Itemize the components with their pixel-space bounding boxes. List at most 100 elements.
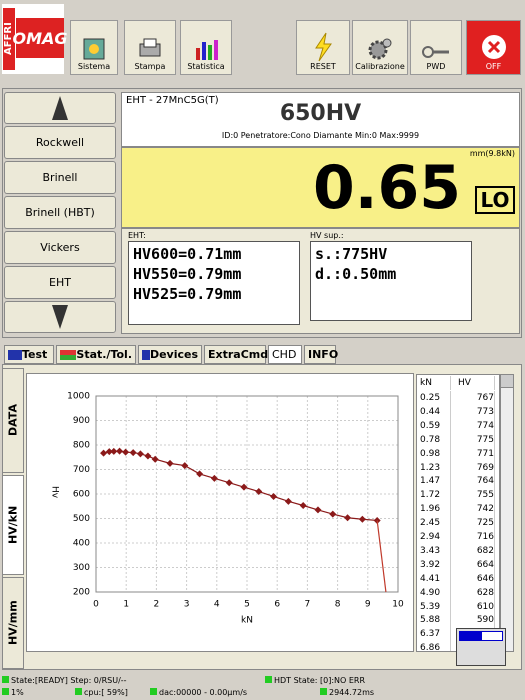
data-point xyxy=(122,448,130,456)
table-cell: 755 xyxy=(455,488,495,503)
table-cell: 682 xyxy=(455,543,495,558)
table-cell: 2.45 xyxy=(417,516,451,531)
data-point xyxy=(116,447,124,455)
status-text: dac:00000 - 0.00µm/s xyxy=(159,688,248,697)
header-panel: EHT - 27MnC5G(T) 650HV ID:0 Penetratore:… xyxy=(121,92,520,147)
table-cell: 3.43 xyxy=(417,543,451,558)
table-cell: 1.72 xyxy=(417,488,451,503)
series-line xyxy=(376,520,387,593)
table-cell: 1.47 xyxy=(417,474,451,489)
x-tick-label: 2 xyxy=(154,600,160,610)
table-cell: 6.37 xyxy=(417,627,451,642)
data-point xyxy=(100,449,108,457)
nav-button[interactable]: Rockwell xyxy=(4,126,116,159)
icon xyxy=(60,349,77,360)
down-button[interactable] xyxy=(4,301,116,333)
unit: mm(9.8kN) xyxy=(469,149,515,158)
y-tick-label: 200 xyxy=(73,588,90,598)
reset-button[interactable]: RESET xyxy=(296,20,350,75)
chart: 200 300 400 500 600 700 800 900 1000 0 1 2 3 4 5 6 7 8 9 10… xyxy=(26,373,414,652)
data-point xyxy=(210,474,218,482)
tab[interactable]: Stat./Tol. xyxy=(56,345,136,364)
table-cell: 646 xyxy=(455,571,495,586)
x-tick-label: 3 xyxy=(184,600,190,610)
icon xyxy=(52,96,68,120)
hardness: 650HV xyxy=(279,101,362,126)
x-tick-label: 4 xyxy=(214,600,220,610)
table-cell: 742 xyxy=(455,502,495,517)
table-cell: 4.90 xyxy=(417,585,451,600)
status-bar: State:[READY] Step: 0/RSU/-- HDT State: … xyxy=(0,674,525,700)
nav-button[interactable]: Vickers xyxy=(4,231,116,264)
flag: LO xyxy=(475,186,515,214)
table-cell: 2.94 xyxy=(417,530,451,544)
calibrazione-button[interactable]: Calibrazione xyxy=(352,20,408,75)
button-label: OFF xyxy=(485,62,502,71)
up-button[interactable] xyxy=(4,92,116,124)
reading: 0.65 xyxy=(312,153,461,223)
icon xyxy=(52,305,68,329)
tab-label: Test xyxy=(22,348,48,361)
icon xyxy=(422,46,449,58)
off-button[interactable]: OFF xyxy=(466,20,521,75)
eht-label: EHT: xyxy=(128,231,146,240)
x-tick-label: 5 xyxy=(244,600,250,610)
table-cell: 1.96 xyxy=(417,502,451,517)
table-cell: 725 xyxy=(455,516,495,531)
side-tab-active[interactable]: HV/kN xyxy=(2,475,24,575)
nav-button[interactable]: Brinell (HBT) xyxy=(4,196,116,229)
nav-button[interactable]: EHT xyxy=(4,266,116,299)
nav-button[interactable]: Brinell xyxy=(4,161,116,194)
scroll-up[interactable] xyxy=(501,375,513,388)
status-text: 1% xyxy=(11,688,24,697)
table-cell: 773 xyxy=(455,404,495,419)
table-cell: 590 xyxy=(455,613,495,628)
sistema-button[interactable]: Sistema xyxy=(70,20,118,75)
icon xyxy=(142,349,150,360)
data-point xyxy=(358,515,366,523)
tab-active[interactable]: CHD xyxy=(268,345,302,364)
data-point xyxy=(196,470,204,478)
x-tick-label: 6 xyxy=(274,600,280,610)
icon xyxy=(83,38,105,60)
statistica-button[interactable]: Statistica xyxy=(180,20,232,75)
table-cell: 5.39 xyxy=(417,599,451,614)
pwd-button[interactable]: PWD xyxy=(410,20,462,75)
data-point xyxy=(225,479,233,487)
y-tick-label: 1000 xyxy=(67,392,90,402)
tab[interactable]: ExtraCmd xyxy=(204,345,268,364)
status-text: cpu:[ 59%] xyxy=(84,688,128,697)
tab[interactable]: Devices xyxy=(138,345,202,364)
y-tick-label: 400 xyxy=(73,539,90,549)
table-cell: 1.23 xyxy=(417,460,451,475)
data-point xyxy=(151,455,159,463)
tab[interactable]: Test xyxy=(4,345,54,364)
table-cell: 0.44 xyxy=(417,404,451,419)
eht-line: HV600=0.71mm xyxy=(133,245,242,263)
table-cell: 767 xyxy=(455,391,495,405)
status-time: 2944.72ms xyxy=(320,688,374,697)
y-tick-label: 700 xyxy=(73,465,90,475)
data-table: kN HV 0.25 767 0.44 773 0.59 774 0.78 775 0.98 771 1… xyxy=(416,374,500,652)
table-cell: 774 xyxy=(455,418,495,433)
y-tick-label: 600 xyxy=(73,490,90,500)
tab-label: Stat./Tol. xyxy=(76,348,132,361)
data-point xyxy=(110,447,118,455)
widget-fill xyxy=(460,632,482,640)
icon xyxy=(8,349,22,360)
status-cpu: cpu:[ 59%] xyxy=(75,688,128,697)
material-title: EHT - 27MnC5G(T) xyxy=(126,95,219,106)
table-cell: 771 xyxy=(455,446,495,461)
side-tab[interactable]: HV/mm xyxy=(2,577,24,669)
tab[interactable]: INFO xyxy=(304,345,338,364)
button-label: Sistema xyxy=(77,62,111,71)
table-cell: 764 xyxy=(455,474,495,489)
stampa-button[interactable]: Stampa xyxy=(124,20,176,75)
table-cell: 5.88 xyxy=(417,613,451,628)
scrollbar[interactable] xyxy=(500,374,514,652)
logo-text: OMAG xyxy=(12,18,68,58)
y-tick-label: 900 xyxy=(73,416,90,426)
data-point xyxy=(255,488,263,496)
y-axis-label: Hv xyxy=(50,486,60,499)
side-tab[interactable]: DATA xyxy=(2,368,24,473)
